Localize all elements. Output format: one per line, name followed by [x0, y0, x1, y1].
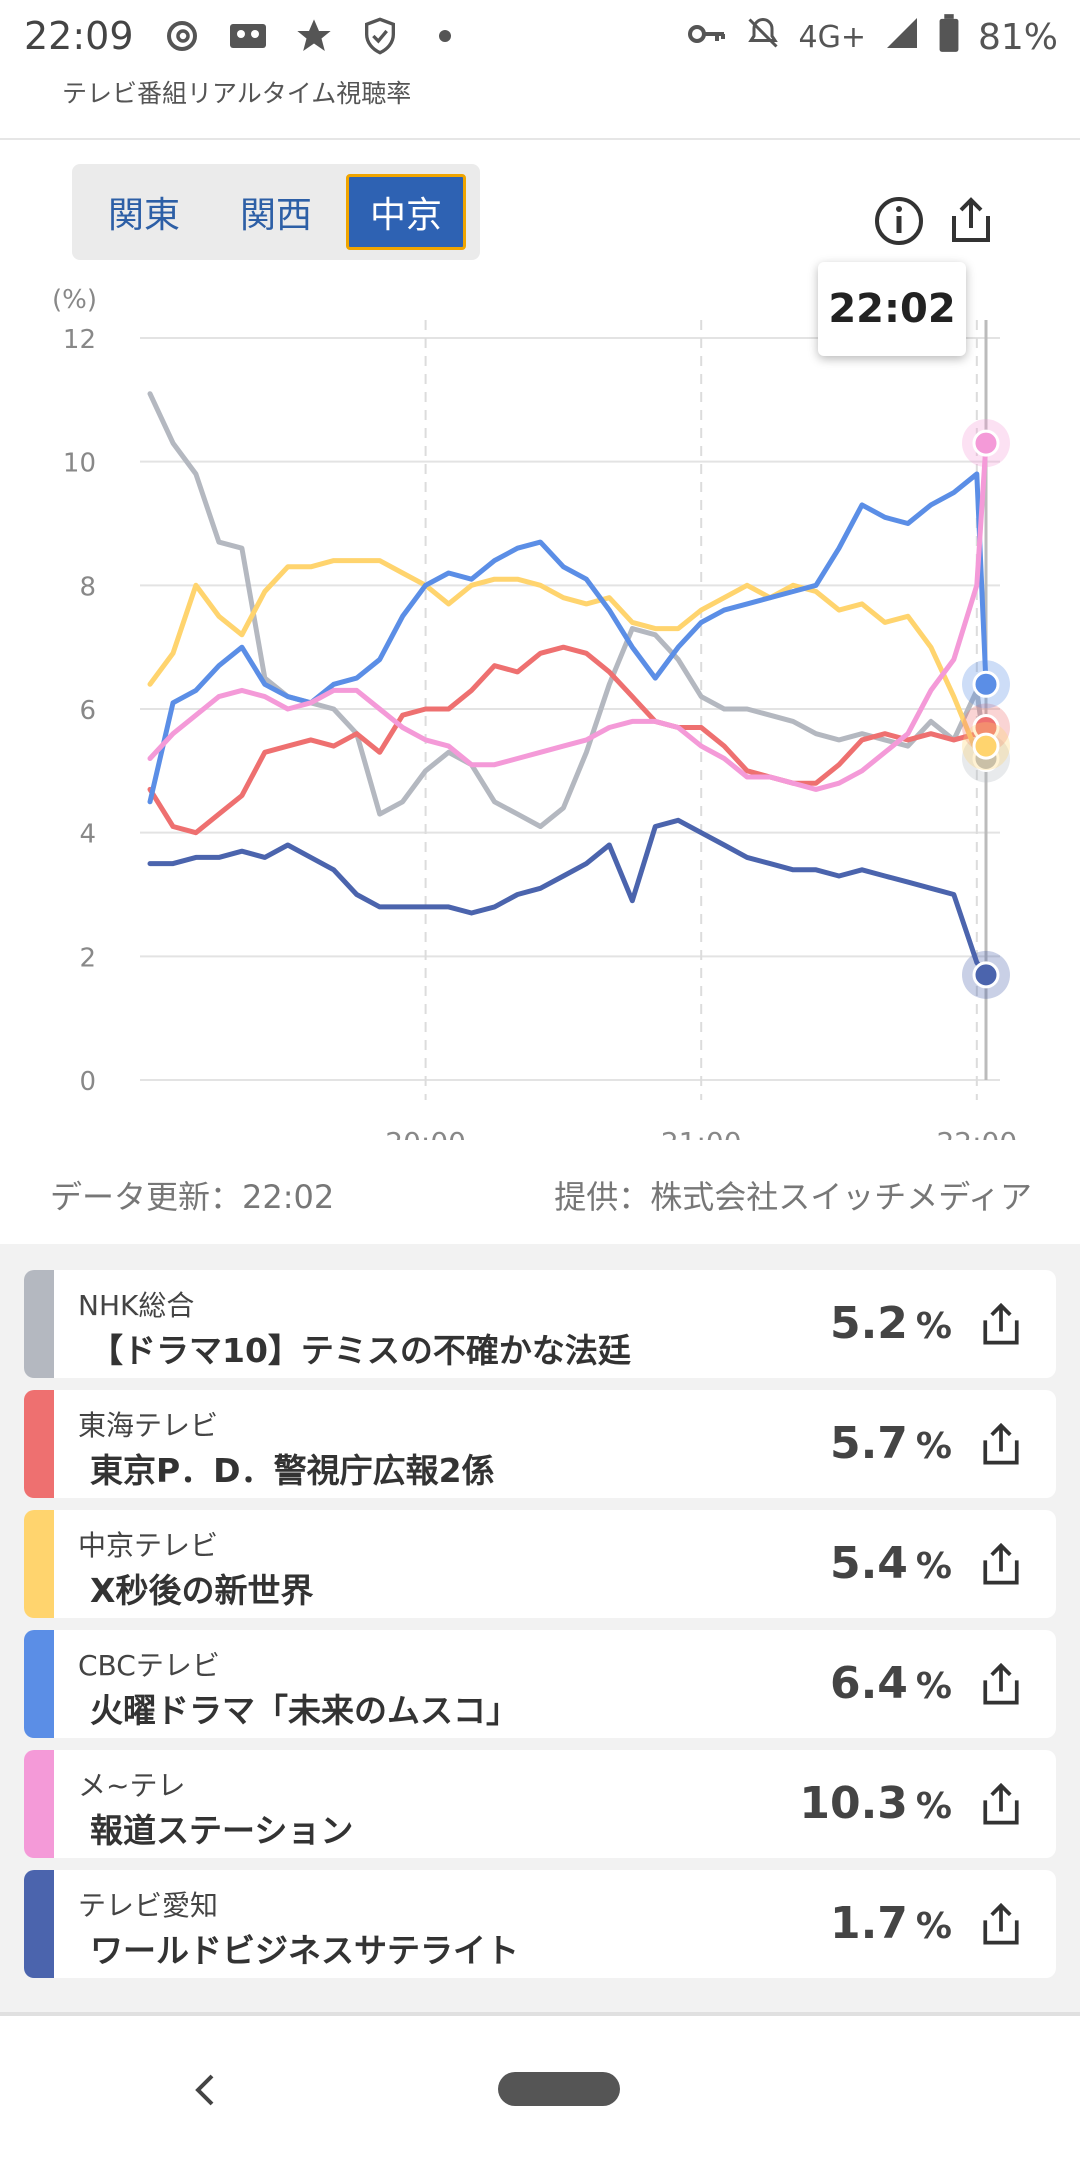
- ratings-chart-svg: 0 2 4 6 8 10 12 (%) 20:00 21:00 22:00: [52, 285, 1017, 1140]
- signal-icon: [884, 15, 920, 60]
- station-name: CBCテレビ: [78, 1649, 220, 1682]
- battery-percent: 81%: [977, 17, 1058, 58]
- battery-icon: [938, 14, 960, 61]
- series-marker-5: [972, 429, 1000, 457]
- tab-kanto[interactable]: 関東: [107, 195, 180, 236]
- rating-value: 5.2%: [829, 1298, 952, 1349]
- y-tick-label: 6: [79, 696, 96, 726]
- ratings-chart: 0 2 4 6 8 10 12 (%) 20:00 21:00 22:00: [0, 280, 1080, 1140]
- header-divider: [0, 138, 1080, 140]
- station-color-bar: [24, 1390, 54, 1498]
- cassette-icon: [228, 14, 268, 58]
- program-list: NHK総合 【ドラマ10】テミスの不確かな法廷 5.2% 東海テレビ 東京P．D…: [0, 1244, 1080, 2012]
- y-tick-label: 10: [63, 449, 96, 479]
- share-icon[interactable]: [976, 1420, 1026, 1470]
- rating-value: 1.7%: [829, 1898, 952, 1949]
- station-color-bar: [24, 1510, 54, 1618]
- series-line-1: [147, 391, 989, 829]
- program-title: 東京P．D．警視庁広報2係: [90, 1451, 495, 1490]
- key-icon: [687, 18, 727, 58]
- program-title: 報道ステーション: [90, 1811, 354, 1850]
- rating-value: 5.4%: [829, 1538, 952, 1589]
- shield-icon: [360, 14, 400, 58]
- program-title: X秒後の新世界: [90, 1571, 314, 1610]
- station-color-bar: [24, 1270, 54, 1378]
- share-icon[interactable]: [976, 1540, 1026, 1590]
- info-icon[interactable]: [872, 194, 926, 248]
- status-time: 22:09: [24, 14, 134, 58]
- station-color-bar: [24, 1750, 54, 1858]
- station-name: メ~テレ: [78, 1769, 186, 1802]
- station-name: 東海テレビ: [78, 1409, 219, 1442]
- y-tick-label: 12: [63, 325, 96, 355]
- bell-off-icon: [745, 15, 781, 60]
- y-axis-unit-label: (%): [52, 285, 97, 315]
- y-tick-label: 0: [79, 1067, 96, 1097]
- home-pill-icon[interactable]: [498, 2072, 620, 2106]
- time-tooltip: 22:02: [818, 262, 966, 356]
- program-card-tokai[interactable]: 東海テレビ 東京P．D．警視庁広報2係 5.7%: [24, 1390, 1056, 1498]
- rating-value: 6.4%: [829, 1658, 952, 1709]
- program-card-tv-aichi[interactable]: テレビ愛知 ワールドビジネスサテライト 1.7%: [24, 1870, 1056, 1978]
- update-time: データ更新：22:02: [50, 1178, 335, 1216]
- x-tick-label: 21:00: [661, 1126, 742, 1140]
- series-line-5: [147, 440, 989, 792]
- y-tick-label: 8: [79, 572, 96, 602]
- y-tick-label: 4: [79, 820, 96, 850]
- x-tick-label: 20:00: [385, 1126, 466, 1140]
- rating-value: 5.7%: [829, 1418, 952, 1469]
- program-card-metele[interactable]: メ~テレ 報道ステーション 10.3%: [24, 1750, 1056, 1858]
- station-color-bar: [24, 1870, 54, 1978]
- network-type: 4G+: [798, 20, 866, 55]
- series-line-4: [147, 471, 989, 805]
- share-icon[interactable]: [976, 1300, 1026, 1350]
- series-marker-3: [972, 732, 1000, 760]
- data-provider: 提供：株式会社スイッチメディア: [554, 1178, 1032, 1216]
- bottom-divider: [0, 2012, 1080, 2016]
- series-line-3: [147, 558, 989, 755]
- app-subtitle: テレビ番組リアルタイム視聴率: [62, 79, 412, 108]
- share-icon[interactable]: [976, 1660, 1026, 1710]
- program-card-chukyo[interactable]: 中京テレビ X秒後の新世界 5.4%: [24, 1510, 1056, 1618]
- status-bar: 22:09 4G+ 81%: [0, 0, 1080, 74]
- program-title: 火曜ドラマ「未来のムスコ」: [90, 1691, 519, 1730]
- threads-icon: [164, 14, 200, 58]
- program-card-cbc[interactable]: CBCテレビ 火曜ドラマ「未来のムスコ」 6.4%: [24, 1630, 1056, 1738]
- y-tick-label: 2: [79, 943, 96, 973]
- share-icon[interactable]: [976, 1780, 1026, 1830]
- rating-value: 10.3%: [799, 1778, 952, 1829]
- program-card-nhk[interactable]: NHK総合 【ドラマ10】テミスの不確かな法廷 5.2%: [24, 1270, 1056, 1378]
- program-title: ワールドビジネスサテライト: [90, 1931, 519, 1970]
- program-title: 【ドラマ10】テミスの不確かな法廷: [90, 1331, 631, 1370]
- series-marker-4: [972, 670, 1000, 698]
- station-name: 中京テレビ: [78, 1529, 219, 1562]
- series-line-6: [147, 817, 989, 978]
- x-tick-label: 22:00: [936, 1126, 1017, 1140]
- share-icon[interactable]: [976, 1900, 1026, 1950]
- series-line-2: [147, 644, 989, 836]
- tab-chukyo[interactable]: 中京: [346, 174, 466, 250]
- tab-kansai[interactable]: 関西: [239, 195, 312, 236]
- region-tabs: 関東 関西 中京: [72, 164, 480, 260]
- station-name: テレビ愛知: [78, 1889, 219, 1922]
- series-marker-6: [972, 961, 1000, 989]
- back-chevron-icon[interactable]: [190, 2068, 220, 2123]
- station-color-bar: [24, 1630, 54, 1738]
- star-icon: [294, 14, 334, 58]
- dot-icon: [438, 14, 452, 58]
- share-icon[interactable]: [944, 194, 998, 248]
- station-name: NHK総合: [78, 1289, 195, 1322]
